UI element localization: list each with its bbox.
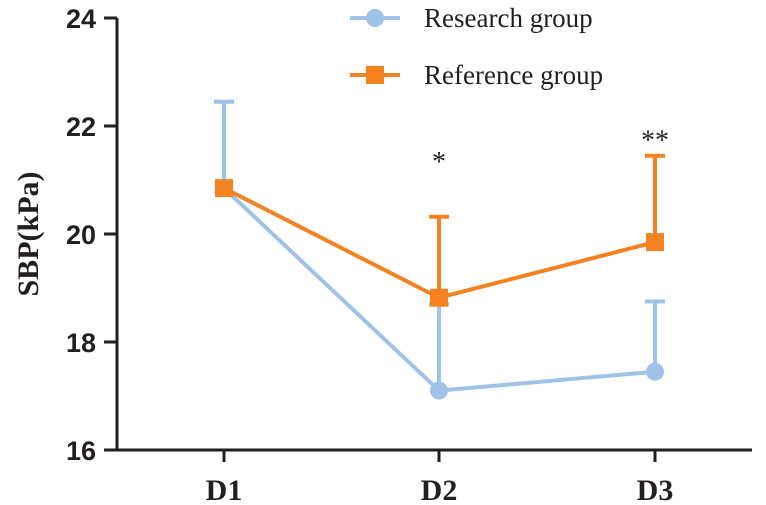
error-bars bbox=[214, 99, 665, 391]
y-ticks: 16 18 20 22 24 bbox=[66, 4, 117, 466]
legend-item-reference: Reference group bbox=[350, 60, 603, 90]
marker-1-D3 bbox=[646, 233, 664, 252]
x-ticks: D1 D2 D3 bbox=[206, 450, 674, 505]
legend: Research group Reference group bbox=[350, 3, 603, 90]
x-tick-label-D2: D2 bbox=[421, 474, 458, 505]
marker-1-D2 bbox=[430, 288, 448, 307]
legend-item-research: Research group bbox=[350, 3, 593, 33]
marker-1-D1 bbox=[215, 179, 233, 198]
legend-reference-label: Reference group bbox=[424, 60, 603, 90]
y-tick-label-24: 24 bbox=[66, 4, 96, 34]
y-tick-label-16: 16 bbox=[66, 436, 96, 466]
annotation-D2: * bbox=[432, 147, 446, 178]
marker-0-D2 bbox=[430, 381, 448, 400]
data-markers bbox=[215, 179, 664, 400]
y-axis-label: SBP(kPa) bbox=[12, 171, 45, 296]
x-tick-label-D1: D1 bbox=[206, 474, 243, 505]
legend-research-marker bbox=[366, 9, 384, 27]
x-tick-label-D3: D3 bbox=[637, 474, 674, 505]
marker-0-D3 bbox=[646, 362, 664, 381]
legend-reference-marker bbox=[366, 66, 384, 84]
annotation-D3: ** bbox=[641, 125, 669, 156]
significance-annotations: *** bbox=[432, 125, 669, 178]
y-tick-label-22: 22 bbox=[66, 112, 96, 142]
y-tick-label-20: 20 bbox=[66, 220, 96, 250]
legend-research-label: Research group bbox=[424, 3, 593, 33]
y-tick-label-18: 18 bbox=[66, 328, 96, 358]
